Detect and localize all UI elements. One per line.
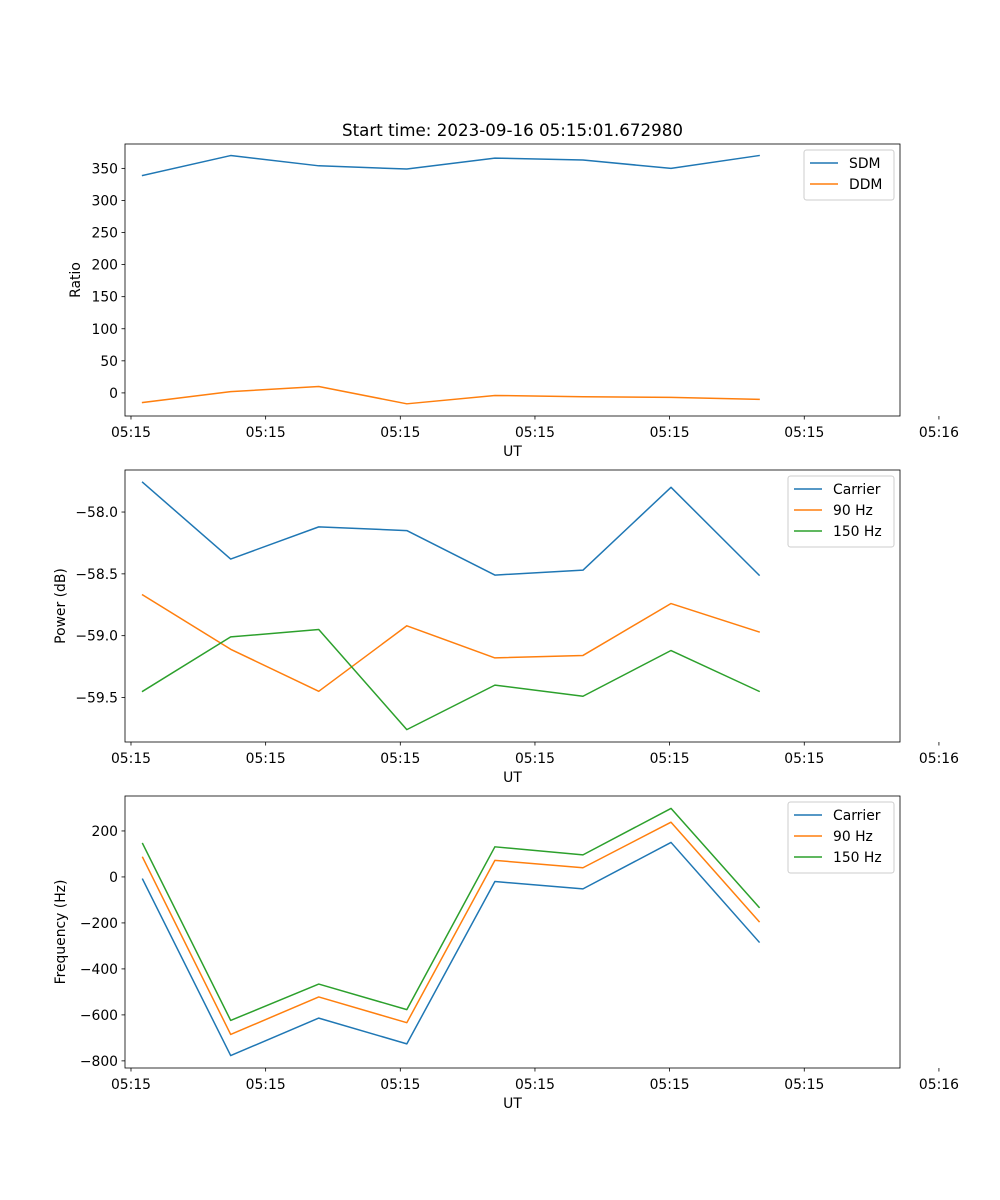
y-axis-label: Frequency (Hz) bbox=[53, 880, 69, 985]
legend-label: 150 Hz bbox=[833, 524, 882, 540]
panel-2: 05:15 05:15 05:15 05:15 05:15 05:15 05:16 −58.0… bbox=[53, 469, 959, 786]
x-tick-label: 05:15 bbox=[784, 1077, 824, 1093]
y-axis-label: Ratio bbox=[68, 262, 84, 298]
axes-frame bbox=[124, 795, 901, 1069]
y-axis-label: Power (dB) bbox=[53, 568, 69, 644]
y-tick-label: 300 bbox=[91, 193, 118, 209]
x-tick-label: 05:15 bbox=[650, 1077, 690, 1093]
x-tick-label: 05:15 bbox=[111, 425, 151, 441]
series-line-carrier bbox=[141, 481, 761, 577]
x-axis-label: UT bbox=[503, 770, 522, 786]
x-tick-label: 05:15 bbox=[246, 751, 286, 767]
y-tick-label: −59.5 bbox=[75, 690, 118, 706]
y-tick-label: 200 bbox=[91, 824, 118, 840]
legend-label: Carrier bbox=[833, 482, 881, 498]
x-tick-label: 05:15 bbox=[380, 751, 420, 767]
x-tick-label: 05:15 bbox=[515, 1077, 555, 1093]
series-line-90-hz bbox=[141, 821, 761, 1036]
y-tick-label: −59.0 bbox=[75, 629, 118, 645]
legend: SDM DDM bbox=[803, 149, 895, 201]
series-line-ddm bbox=[141, 385, 760, 405]
x-tick-label: 05:15 bbox=[246, 1077, 286, 1093]
x-tick-label: 05:15 bbox=[515, 425, 555, 441]
x-axis-label: UT bbox=[503, 1096, 522, 1112]
x-tick-label: 05:16 bbox=[919, 425, 959, 441]
series-line-90-hz bbox=[141, 593, 761, 693]
y-tick-label: −800 bbox=[80, 1054, 118, 1070]
legend-label: Carrier bbox=[833, 808, 881, 824]
series-line-150-hz bbox=[141, 807, 761, 1022]
y-tick-label: −600 bbox=[80, 1008, 118, 1024]
y-tick-label: 100 bbox=[91, 322, 118, 338]
legend-box bbox=[787, 801, 895, 874]
panel-3: 05:15 05:15 05:15 05:15 05:15 05:15 05:16 200 0 −… bbox=[53, 795, 959, 1112]
legend-label: 150 Hz bbox=[833, 850, 882, 866]
y-tick-label: −400 bbox=[80, 962, 118, 978]
legend-label: 90 Hz bbox=[833, 829, 873, 845]
y-tick-label: 250 bbox=[91, 226, 118, 242]
series-line-sdm bbox=[141, 154, 760, 177]
legend-box bbox=[787, 475, 895, 548]
axes-frame bbox=[124, 469, 901, 743]
x-tick-label: 05:16 bbox=[919, 1077, 959, 1093]
x-tick-label: 05:15 bbox=[650, 425, 690, 441]
y-tick-label: 0 bbox=[109, 870, 118, 886]
legend: Carrier 90 Hz 150 Hz bbox=[787, 801, 895, 874]
legend-label: DDM bbox=[849, 177, 882, 193]
x-tick-label: 05:15 bbox=[650, 751, 690, 767]
legend-label: 90 Hz bbox=[833, 503, 873, 519]
x-tick-label: 05:15 bbox=[246, 425, 286, 441]
series-line-150-hz bbox=[141, 628, 761, 731]
panel-1: 05:15 05:15 05:15 05:15 05:15 05:15 05:16 0 50 10… bbox=[68, 143, 959, 460]
x-tick-label: 05:15 bbox=[111, 1077, 151, 1093]
figure-title: Start time: 2023-09-16 05:15:01.672980 bbox=[342, 120, 683, 140]
legend: Carrier 90 Hz 150 Hz bbox=[787, 475, 895, 548]
x-tick-label: 05:16 bbox=[919, 751, 959, 767]
x-axis-label: UT bbox=[503, 444, 522, 460]
y-tick-label: −200 bbox=[80, 916, 118, 932]
axes-frame bbox=[124, 143, 901, 417]
y-tick-label: 350 bbox=[91, 161, 118, 177]
y-tick-label: 150 bbox=[91, 290, 118, 306]
x-tick-label: 05:15 bbox=[111, 751, 151, 767]
y-tick-label: 0 bbox=[109, 386, 118, 402]
y-tick-label: 50 bbox=[100, 354, 118, 370]
series-line-carrier bbox=[141, 841, 761, 1057]
x-tick-label: 05:15 bbox=[784, 425, 824, 441]
x-tick-label: 05:15 bbox=[784, 751, 824, 767]
y-tick-label: 200 bbox=[91, 258, 118, 274]
y-tick-label: −58.0 bbox=[75, 505, 118, 521]
y-tick-label: −58.5 bbox=[75, 567, 118, 583]
legend-label: SDM bbox=[849, 156, 881, 172]
x-tick-label: 05:15 bbox=[380, 425, 420, 441]
x-tick-label: 05:15 bbox=[380, 1077, 420, 1093]
x-tick-label: 05:15 bbox=[515, 751, 555, 767]
